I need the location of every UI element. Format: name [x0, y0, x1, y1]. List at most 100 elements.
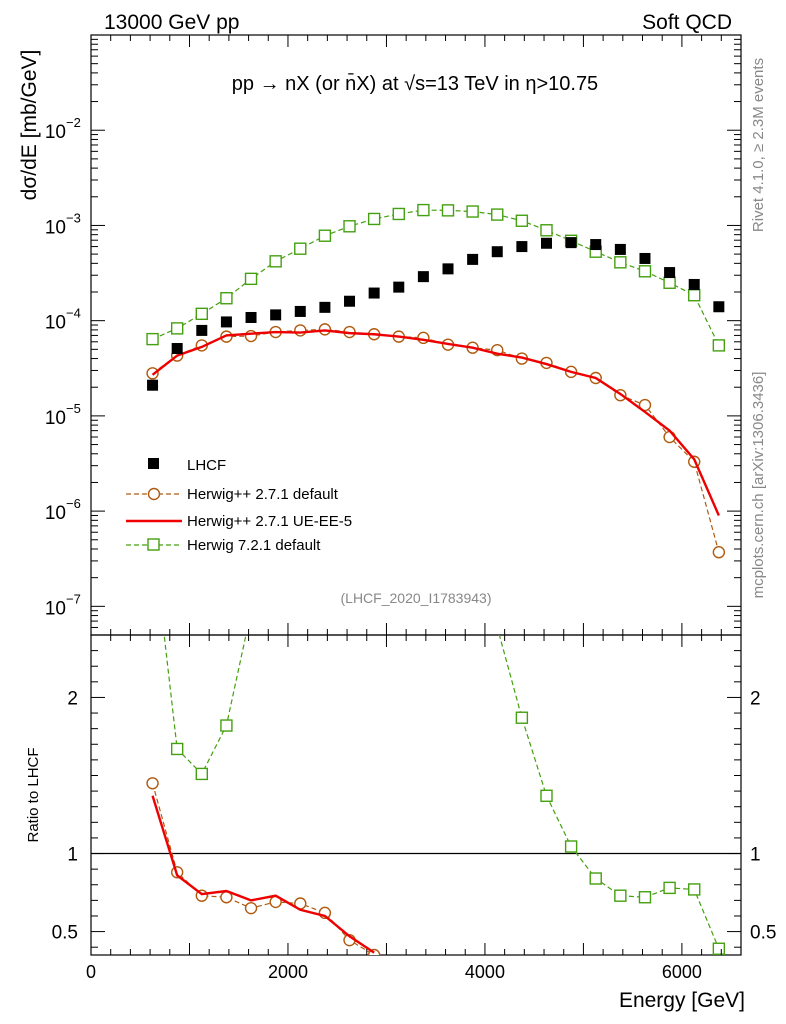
herwig-7-2-1-default-ratio-point — [614, 889, 627, 902]
chart-title: pp → nX (or n̄X) at √s=13 TeV in η>10.75 — [232, 72, 598, 95]
herwig-7-2-1-default-point — [712, 339, 726, 352]
lhcf-point — [713, 301, 725, 313]
legend: LHCF Herwig++ 2.7.1 default Herwig++ 2.7… — [126, 457, 352, 554]
main-y-tick-label: 10 — [45, 598, 66, 619]
main-y-tick-label: 10 — [45, 408, 66, 429]
mcplots-label: mcplots.cern.ch [arXiv:1306.3436] — [750, 372, 767, 599]
legend-marker-herwig7 — [147, 538, 160, 551]
herwig-7-2-1-default-point — [638, 265, 652, 278]
herwig-2-7-1-ue-ee-5-line — [151, 329, 720, 516]
herwig-7-2-1-default-ratio-point — [540, 789, 553, 802]
x-tick-label: 4000 — [465, 962, 505, 982]
main-y-tick-exponent: −7 — [66, 591, 81, 606]
herwig-7-2-1-default-ratio-point — [344, 52, 355, 63]
herwig-2-7-1-default-point — [417, 331, 430, 345]
header-left: 13000 GeV pp — [104, 11, 239, 34]
main-y-tick-exponent: −2 — [66, 115, 81, 130]
lhcf-point — [639, 252, 651, 264]
herwig-7-2-1-default-point — [269, 255, 282, 268]
main-y-tick-exponent: −3 — [66, 210, 81, 225]
lhcf-point — [417, 271, 429, 283]
main-y-tick-label: 10 — [45, 122, 66, 143]
legend-marker-herwigpp-default — [147, 487, 161, 501]
lhcf-point — [319, 301, 331, 313]
lhcf-point — [540, 237, 552, 249]
herwig-7-2-1-default-ratio-point — [638, 891, 652, 904]
herwig-2-7-1-default-ratio-point — [244, 901, 258, 915]
lhcf-point — [171, 343, 183, 355]
herwig-7-2-1-default-point — [170, 322, 184, 335]
herwig-7-2-1-default-ratio-point — [467, 505, 478, 516]
herwig-7-2-1-default-ratio-point — [270, 434, 281, 445]
ratio-y-axis-label: Ratio to LHCF — [25, 747, 42, 842]
x-axis-label: Energy [GeV] — [619, 989, 745, 1012]
herwig-7-2-1-default-ratio-point — [589, 872, 602, 885]
herwig-7-2-1-default-ratio-point — [564, 840, 578, 853]
ratio-y-tick-label: 2 — [67, 688, 78, 709]
lhcf-point — [147, 379, 159, 391]
herwig-7-2-1-default-point — [417, 203, 430, 217]
herwig-7-2-1-default-point — [244, 272, 258, 286]
herwig-7-2-1-default-ratio-point — [443, 364, 454, 375]
herwig-7-2-1-default-ratio-point — [688, 883, 701, 896]
herwig-7-2-1-default-ratio-point — [147, 528, 158, 539]
herwig-7-2-1-default-point — [367, 212, 381, 226]
herwig-7-2-1-default-ratio-point — [492, 622, 503, 633]
lhcf-point — [344, 295, 356, 307]
lhcf-point — [565, 237, 577, 249]
lhcf-point — [516, 241, 528, 253]
herwig-7-2-1-default-point — [614, 256, 627, 269]
herwig-7-2-1-default-ratio-point — [418, 224, 429, 235]
herwig-7-2-1-default-point — [441, 204, 455, 217]
ratio-y-tick-label: 0.5 — [52, 923, 78, 944]
herwig-7-2-1-default-ratio-point — [195, 767, 208, 781]
herwig-7-2-1-default-point — [318, 229, 332, 242]
lhcf-point — [467, 253, 479, 265]
lhcf-point — [368, 287, 380, 299]
herwig-7-2-1-default-ratio-point — [220, 719, 233, 732]
legend-label-herwig7: Herwig 7.2.1 default — [187, 537, 321, 554]
main-y-tick-exponent: −5 — [66, 401, 81, 416]
lhcf-point — [688, 278, 700, 290]
ratio-y-tick-label-right: 2 — [750, 688, 761, 709]
herwig-7-2-1-default-point — [663, 276, 676, 289]
ratio-y-tick-label-right: 0.5 — [750, 923, 776, 944]
herwig-7-2-1-default-ratio-point — [663, 881, 676, 895]
herwig-2-7-1-default-point — [663, 430, 676, 444]
herwig-7-2-1-default-point — [466, 205, 479, 218]
lhcf-point — [220, 316, 232, 328]
lhcf-point — [294, 305, 306, 317]
herwig-7-2-1-default-point — [491, 208, 504, 221]
lhcf-point — [664, 267, 676, 279]
herwig-7-2-1-default-point — [220, 292, 233, 305]
legend-label-lhcf: LHCF — [187, 457, 226, 474]
lhcf-point — [614, 243, 626, 255]
lhcf-point — [393, 281, 405, 293]
x-tick-label: 2000 — [268, 962, 308, 982]
herwig-7-2-1-default-ratio-point — [319, 114, 330, 125]
header-right: Soft QCD — [642, 11, 732, 34]
legend-label-herwigpp-default: Herwig++ 2.7.1 default — [187, 486, 339, 503]
herwig-7-2-1-default-point — [343, 220, 356, 233]
herwig-7-2-1-default-point — [392, 207, 405, 221]
herwig-2-7-1-ue-ee-5-ratio-line — [151, 795, 375, 954]
legend-item-herwig7: Herwig 7.2.1 default — [126, 537, 321, 554]
herwig-7-2-1-default-ratio-point — [515, 711, 529, 724]
rivet-label: Rivet 4.1.0, ≥ 2.3M events — [750, 58, 767, 232]
main-y-tick-label: 10 — [45, 503, 66, 524]
herwig-7-2-1-default-ratio-line — [163, 635, 720, 949]
herwig-7-2-1-default-point — [515, 214, 529, 227]
ratio-y-tick-label: 1 — [67, 845, 78, 866]
herwig-7-2-1-default-point — [146, 332, 159, 346]
herwig-7-2-1-default-ratio-point — [295, 286, 306, 297]
main-y-tick-label: 10 — [45, 217, 66, 238]
x-tick-label: 0 — [86, 962, 96, 982]
main-y-tick-exponent: −6 — [66, 496, 81, 511]
herwig-2-7-1-default-point — [294, 324, 307, 337]
herwig-2-7-1-default-ratio-point — [146, 777, 159, 790]
ratio-panel — [91, 52, 741, 955]
lhcf-point — [245, 311, 257, 323]
herwig-7-2-1-default-point — [195, 307, 208, 321]
